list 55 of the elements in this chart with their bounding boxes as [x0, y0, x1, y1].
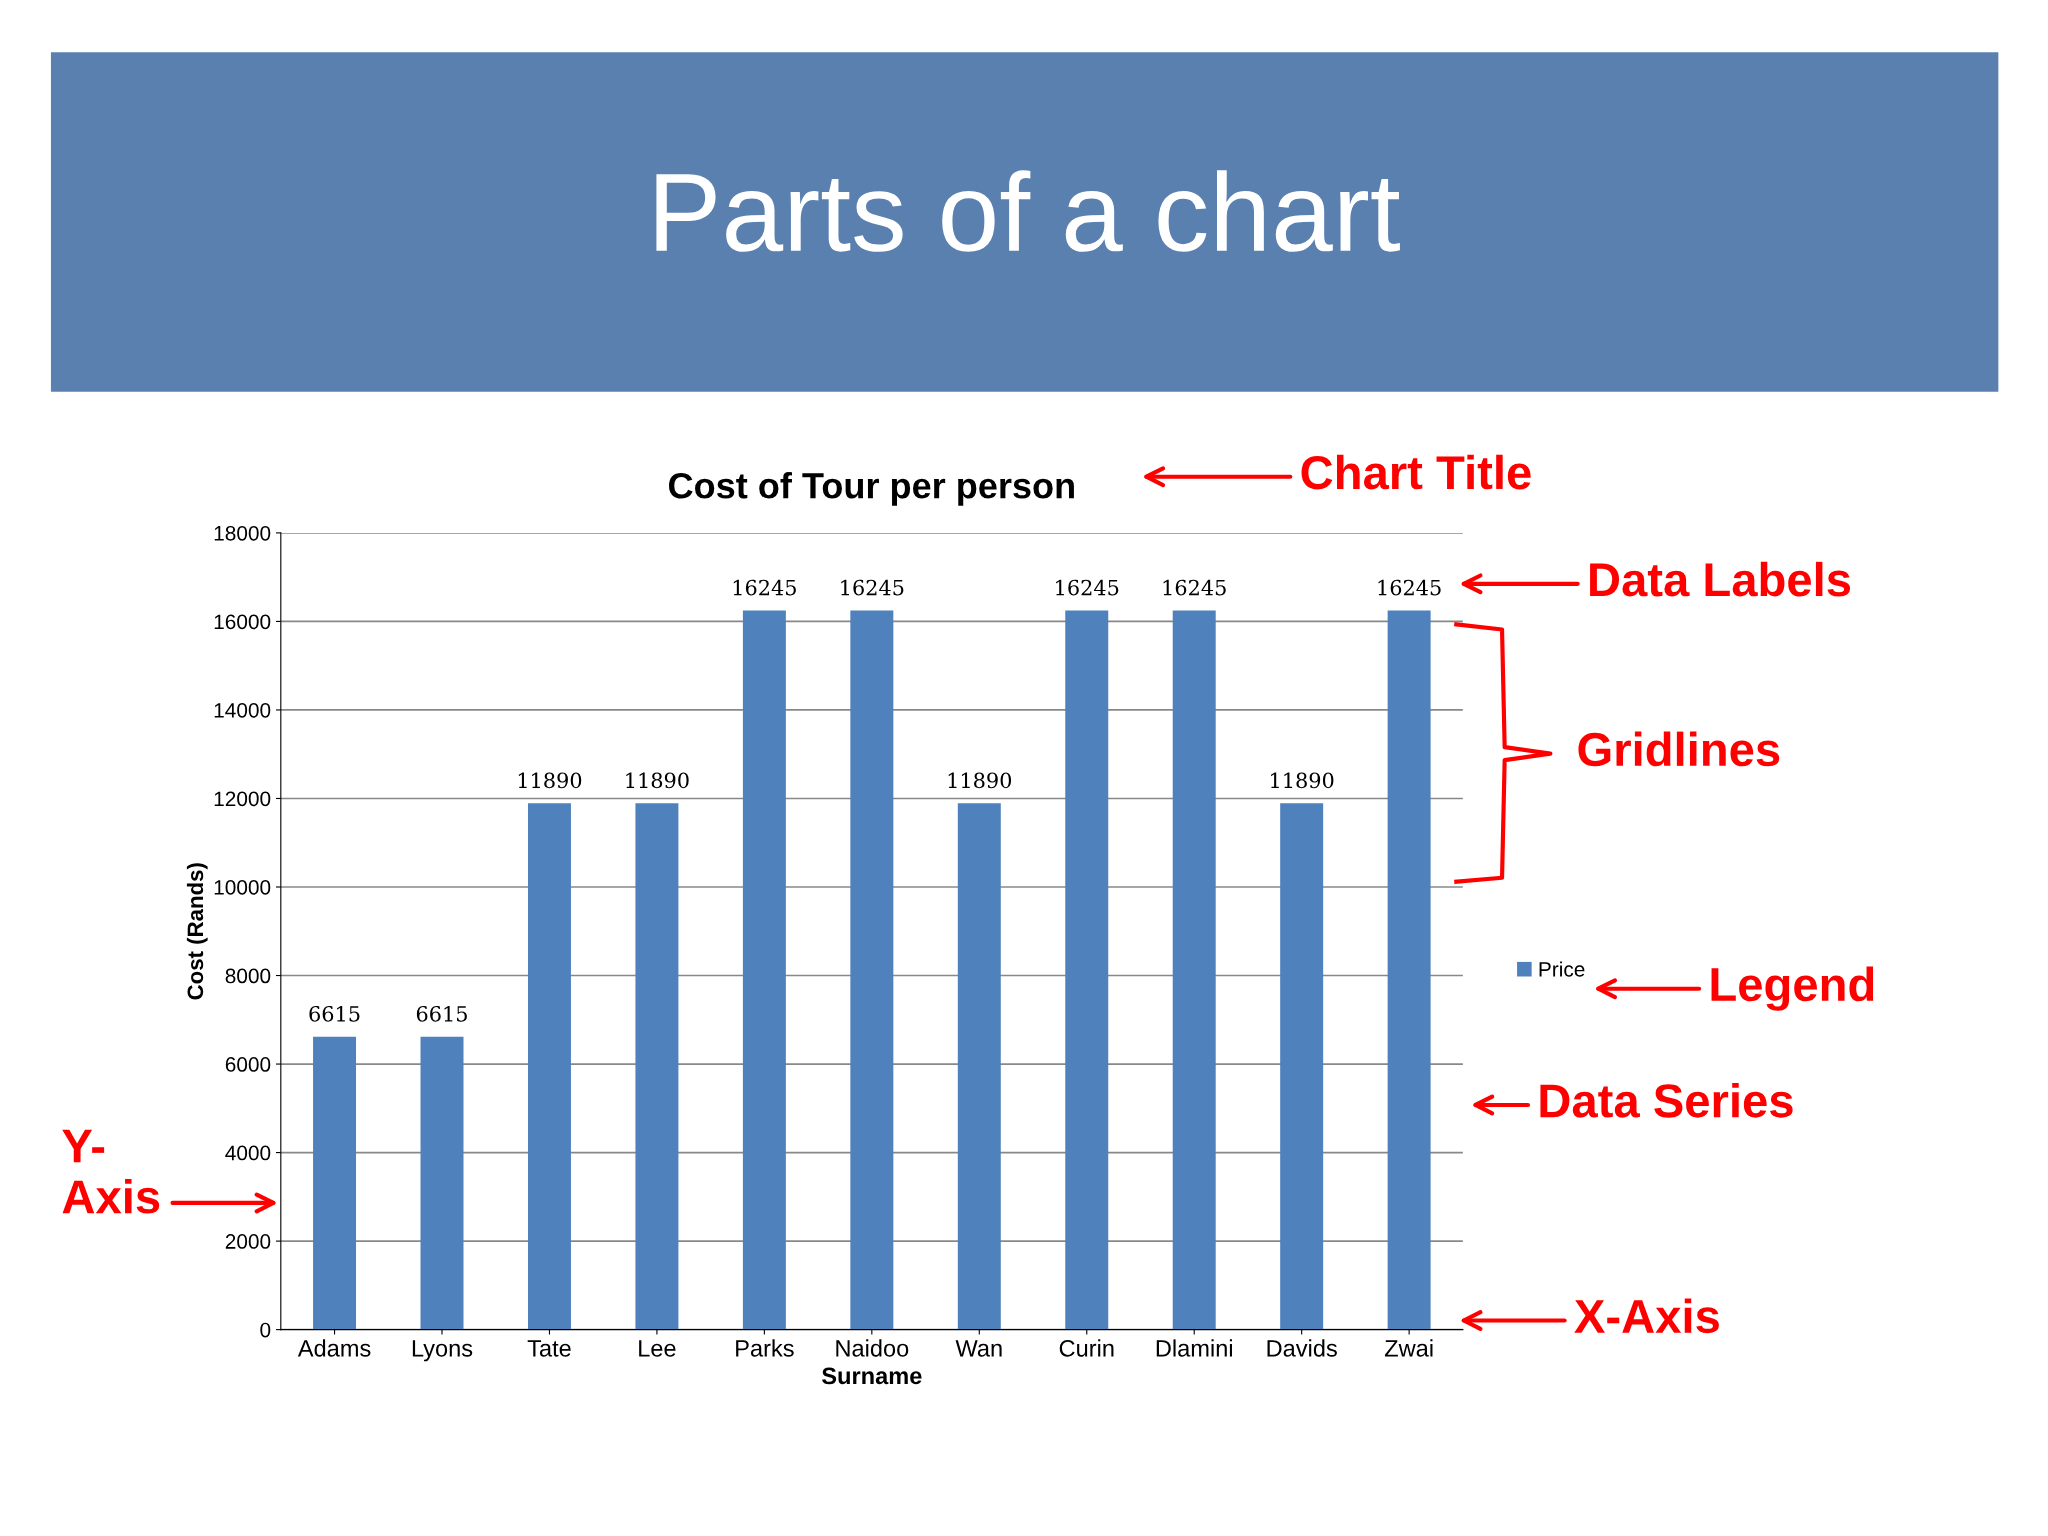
text: X-Axis: [1574, 1298, 1719, 1334]
x-tick-label: Naidoo: [836, 1339, 909, 1357]
bar: [1172, 610, 1216, 1330]
x-tick-label: Dlamini: [1156, 1339, 1232, 1357]
bar: [1387, 610, 1431, 1330]
bar: [742, 610, 786, 1330]
y-tick-label: 14000: [214, 702, 271, 718]
x-tick-label: Adams: [297, 1339, 371, 1357]
text: Data Series: [1540, 1082, 1793, 1118]
text: Parts of a chart: [656, 170, 1400, 252]
x-tick-label: Lyons: [412, 1340, 473, 1362]
text: Legend: [1711, 966, 1874, 1011]
data-label: 11890: [1271, 772, 1334, 789]
bar: [1280, 803, 1324, 1330]
y-tick-label: 12000: [214, 791, 271, 807]
x-tick-label: Tate: [527, 1340, 571, 1357]
bar: [420, 1036, 464, 1330]
data-label: 6615: [416, 1005, 467, 1022]
y-tick-label: 4000: [225, 1145, 271, 1161]
text: Gridlines: [1578, 731, 1780, 767]
data-label: 16245: [841, 579, 904, 596]
bar: [527, 803, 571, 1330]
x-tick-label: Davids: [1267, 1339, 1337, 1357]
text: Data Labels: [1590, 561, 1851, 597]
x-axis-title: Surname: [822, 1367, 922, 1385]
bar: [850, 610, 894, 1330]
text: Chart Title: [1301, 454, 1531, 490]
data-label: 6615: [309, 1005, 360, 1022]
x-tick-label: Lee: [639, 1340, 676, 1357]
x-tick-label: Zwai: [1384, 1339, 1433, 1357]
y-tick-label: 8000: [225, 968, 271, 984]
y-tick-label: 10000: [214, 880, 271, 895]
data-label: 16245: [1378, 579, 1441, 596]
bar: [957, 803, 1001, 1330]
data-label: 16245: [1056, 579, 1119, 596]
bar: [635, 803, 679, 1330]
y-tick-label: 16000: [214, 614, 271, 630]
y-tick-label: 2000: [225, 1234, 271, 1249]
text: Y- Axis: [62, 1129, 160, 1214]
x-tick-label: Wan: [955, 1340, 1002, 1357]
data-label: 16245: [733, 579, 796, 596]
data-label: 11890: [626, 772, 689, 789]
y-axis-title: Cost (Rands): [186, 863, 208, 1000]
data-label: 11890: [948, 772, 1012, 789]
y-tick-label: 6000: [225, 1057, 271, 1072]
chart-title: Cost of Tour per person: [669, 472, 1074, 506]
x-tick-label: Curin: [1059, 1339, 1114, 1357]
data-label: 11890: [518, 772, 582, 789]
y-tick-label: 0: [260, 1322, 271, 1338]
legend-label: Price: [1539, 961, 1585, 977]
bar: [313, 1036, 357, 1330]
bar: [1065, 610, 1109, 1330]
x-tick-label: Parks: [736, 1339, 794, 1357]
data-label: 16245: [1163, 579, 1226, 596]
y-tick-label: 18000: [214, 525, 271, 541]
